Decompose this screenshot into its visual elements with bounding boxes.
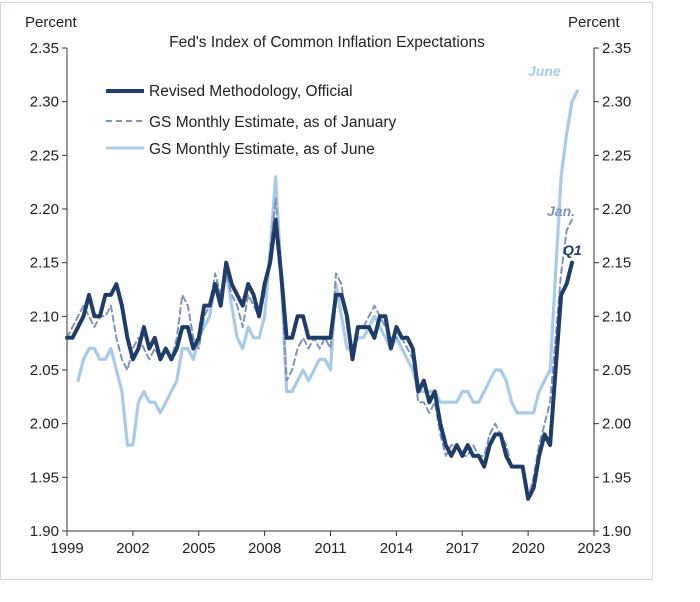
end-label-june: June — [528, 63, 561, 79]
legend-label-june: GS Monthly Estimate, as of June — [149, 141, 375, 158]
x-tick-label: 1999 — [50, 540, 83, 557]
y-tick-label-left: 2.10 — [30, 308, 59, 325]
chart-border — [0, 2, 653, 580]
x-tick-label: 2005 — [182, 540, 215, 557]
y-tick-label-right: 1.90 — [602, 523, 631, 540]
y-tick-label-left: 2.20 — [30, 201, 59, 218]
x-tick-label: 2002 — [116, 540, 149, 557]
y-tick-label-right: 2.25 — [602, 147, 631, 164]
y-tick-label-left: 2.05 — [30, 362, 59, 379]
y-tick-label-left: 2.15 — [30, 255, 59, 272]
x-tick-label: 2020 — [511, 540, 544, 557]
series-june-line — [76, 89, 580, 447]
series-january-line — [66, 197, 573, 500]
axes: 1.90 1.90 1.95 1.95 2.00 2.00 2.05 2.05 2.10 2.10… — [30, 40, 631, 557]
y-tick-label-right: 2.20 — [602, 201, 631, 218]
y-tick-label-right: 2.35 — [602, 40, 631, 57]
y-tick-label-right: 2.00 — [602, 416, 631, 433]
y-tick-label-left: 2.30 — [30, 94, 59, 111]
legend-label-january: GS Monthly Estimate, as of January — [149, 114, 396, 131]
end-label-january: Jan. — [547, 203, 575, 219]
chart-title: Fed's Index of Common Inflation Expectat… — [169, 34, 485, 51]
series-layer — [65, 89, 580, 501]
x-tick-label: 2014 — [380, 540, 413, 557]
right-axis-unit: Percent — [568, 14, 621, 31]
y-tick-label-right: 2.30 — [602, 94, 631, 111]
x-tick-label: 2008 — [248, 540, 281, 557]
x-tick-label: 2011 — [314, 540, 346, 557]
y-tick-label-right: 2.05 — [602, 362, 631, 379]
y-tick-label-right: 2.15 — [602, 255, 631, 272]
x-tick-label: 2023 — [577, 540, 610, 557]
legend: Revised Methodology, Official GS Monthly… — [106, 83, 396, 158]
x-tick-label: 2017 — [446, 540, 479, 557]
y-tick-label-left: 2.00 — [30, 416, 59, 433]
y-tick-label-left: 1.95 — [30, 469, 59, 486]
legend-label-official: Revised Methodology, Official — [149, 83, 353, 100]
end-label-q1: Q1 — [563, 242, 582, 258]
y-tick-label-right: 1.95 — [602, 469, 631, 486]
left-axis-unit: Percent — [25, 14, 78, 31]
y-tick-label-left: 1.90 — [30, 523, 59, 540]
y-tick-label-left: 2.25 — [30, 147, 59, 164]
series-official-line — [65, 217, 574, 501]
y-tick-label-left: 2.35 — [30, 40, 59, 57]
y-tick-label-right: 2.10 — [602, 308, 631, 325]
